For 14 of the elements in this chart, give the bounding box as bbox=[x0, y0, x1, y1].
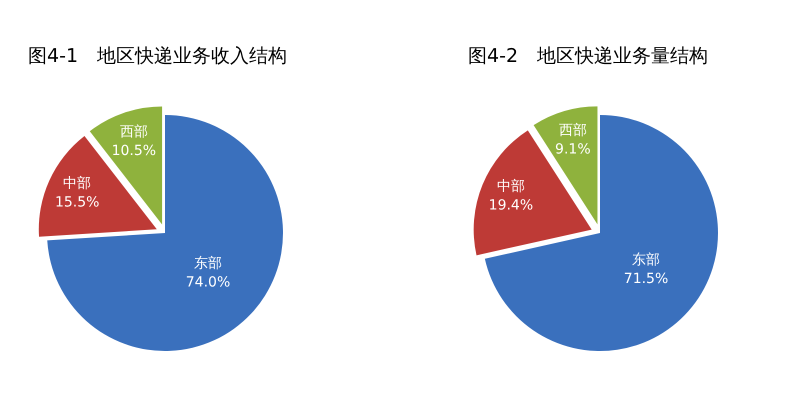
data-label: 19.4% bbox=[488, 197, 534, 214]
data-label: 15.5% bbox=[54, 194, 100, 210]
slice-label: 中部 bbox=[496, 178, 525, 194]
data-label: 9.1% bbox=[555, 142, 591, 158]
chart-title: 图4-1 地区快递业务收入结构 bbox=[28, 45, 288, 67]
slice-label: 西部 bbox=[558, 122, 587, 139]
data-label: 10.5% bbox=[112, 142, 156, 159]
slice-label: 西部 bbox=[120, 124, 148, 140]
data-label: 71.5% bbox=[624, 270, 668, 287]
slice-label: 中部 bbox=[63, 175, 92, 192]
chart-title: 图4-2 地区快递业务量结构 bbox=[468, 45, 708, 67]
slice-label: 东部 bbox=[194, 255, 222, 272]
slice-label: 东部 bbox=[632, 252, 660, 268]
data-label: 74.0% bbox=[186, 274, 230, 290]
